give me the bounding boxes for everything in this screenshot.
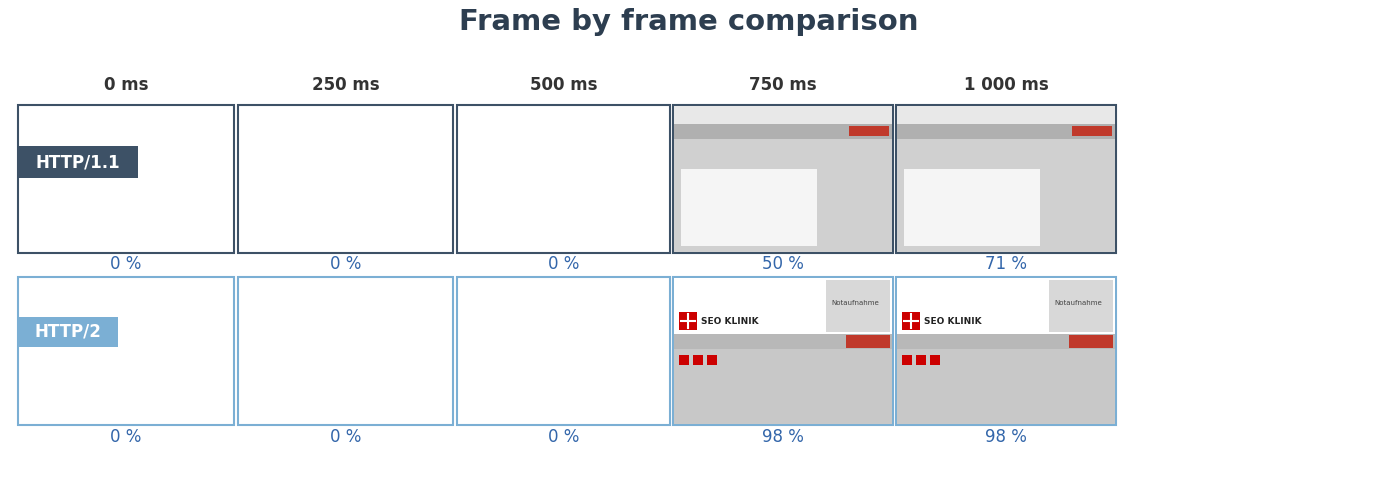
Text: 250 ms: 250 ms <box>311 76 379 94</box>
Bar <box>673 334 892 349</box>
Text: Frame by frame comparison: Frame by frame comparison <box>459 8 918 36</box>
Bar <box>706 355 717 365</box>
Text: 0 %: 0 % <box>110 428 142 446</box>
Text: 750 ms: 750 ms <box>749 76 817 94</box>
Bar <box>902 312 920 330</box>
Bar <box>896 334 1115 349</box>
Bar <box>896 124 1115 138</box>
Bar <box>916 355 925 365</box>
Bar <box>18 105 234 253</box>
Bar <box>673 105 894 253</box>
Bar <box>673 124 892 138</box>
Bar <box>903 169 1040 246</box>
Bar <box>673 106 892 124</box>
Text: 71 %: 71 % <box>985 255 1027 273</box>
Text: SEO KLINIK: SEO KLINIK <box>924 317 982 326</box>
Bar <box>850 126 890 137</box>
Bar <box>18 317 118 347</box>
Text: Notaufnahme: Notaufnahme <box>1055 300 1103 306</box>
Text: 0 %: 0 % <box>110 255 142 273</box>
Bar <box>1069 335 1113 348</box>
Text: 98 %: 98 % <box>761 428 804 446</box>
Bar <box>826 280 890 332</box>
Bar <box>18 146 138 178</box>
Text: 0 ms: 0 ms <box>103 76 149 94</box>
Bar <box>680 169 817 246</box>
Text: 0 %: 0 % <box>548 255 580 273</box>
Bar <box>896 106 1115 252</box>
Bar <box>679 355 688 365</box>
Bar <box>673 278 892 334</box>
Text: HTTP/1.1: HTTP/1.1 <box>36 153 120 171</box>
Bar <box>18 277 234 425</box>
Text: HTTP/2: HTTP/2 <box>34 323 102 341</box>
Bar <box>693 355 704 365</box>
Text: Notaufnahme: Notaufnahme <box>832 300 880 306</box>
Bar <box>457 105 671 253</box>
Bar <box>1073 126 1113 137</box>
Bar <box>238 277 453 425</box>
Text: SEO KLINIK: SEO KLINIK <box>701 317 759 326</box>
Text: 0 %: 0 % <box>548 428 580 446</box>
Text: 50 %: 50 % <box>761 255 804 273</box>
Bar <box>896 105 1115 253</box>
Text: 0 %: 0 % <box>330 255 361 273</box>
Bar <box>902 355 912 365</box>
Bar <box>929 355 940 365</box>
Bar <box>896 277 1115 425</box>
Text: 98 %: 98 % <box>985 428 1027 446</box>
Bar <box>238 105 453 253</box>
Bar <box>673 278 892 424</box>
Bar <box>845 335 890 348</box>
Bar <box>457 277 671 425</box>
Text: 500 ms: 500 ms <box>530 76 598 94</box>
Text: 1 000 ms: 1 000 ms <box>964 76 1048 94</box>
Bar <box>673 106 892 252</box>
Bar <box>896 278 1115 334</box>
Bar <box>679 312 697 330</box>
Text: 0 %: 0 % <box>330 428 361 446</box>
Bar <box>896 278 1115 424</box>
Bar <box>1049 280 1113 332</box>
Bar <box>896 106 1115 124</box>
Bar <box>673 277 894 425</box>
